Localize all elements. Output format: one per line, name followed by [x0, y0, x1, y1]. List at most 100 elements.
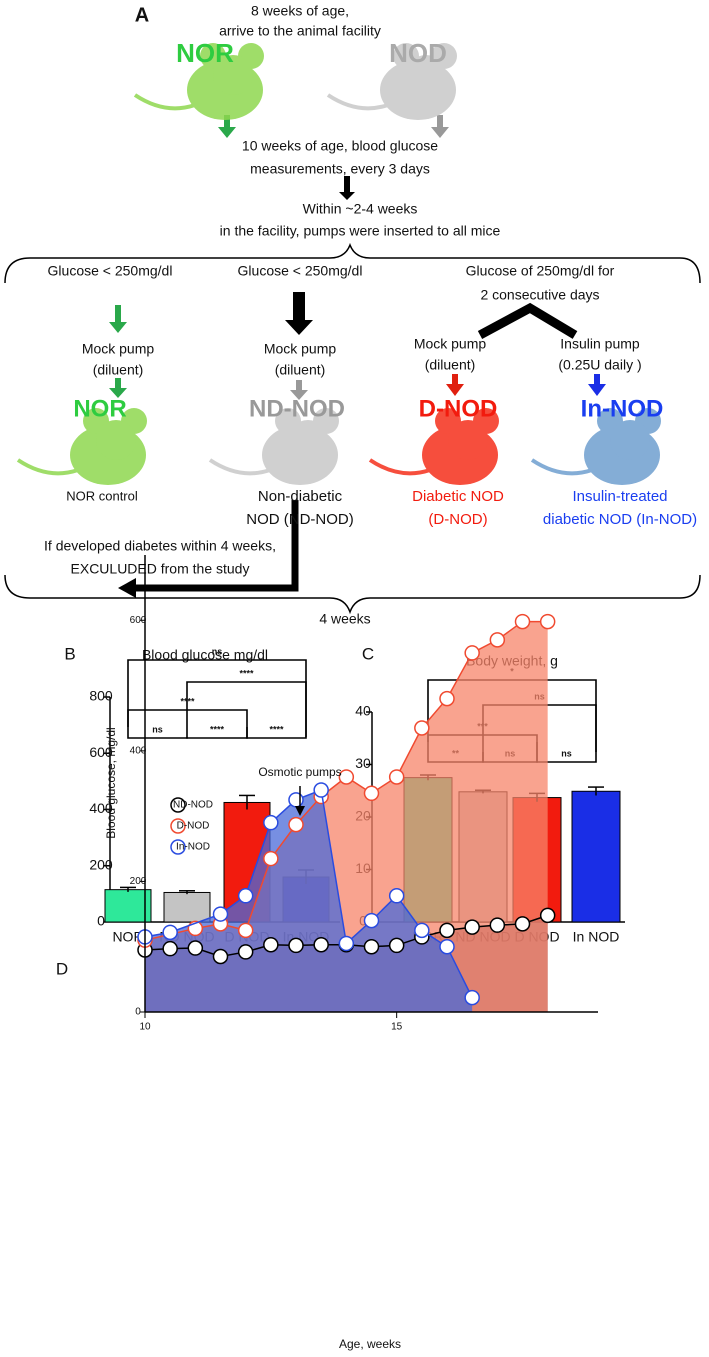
data-point [414, 720, 430, 736]
label: If developed diabetes within 4 weeks, [44, 538, 276, 554]
group-description: NOR control [66, 488, 138, 503]
significance-label: ns [212, 646, 223, 656]
x-axis-title: Age, weeks [339, 1337, 401, 1351]
mouse-head [288, 420, 328, 460]
arrow [218, 115, 236, 138]
pump-type: Mock pump [414, 336, 487, 352]
label: 4 weeks [319, 611, 370, 627]
panel-label: C [362, 644, 374, 663]
group-description: Non-diabetic [258, 488, 343, 505]
legend-marker [170, 818, 186, 834]
y-tick-label: 400 [130, 745, 147, 756]
group-description: NOD (ND-NOD) [246, 511, 353, 528]
data-point [237, 944, 254, 960]
arrow [285, 292, 313, 335]
arrow [109, 305, 127, 333]
legend-label: In-NOD [176, 842, 210, 853]
mouse-tail [133, 93, 196, 111]
y-tick-label: 600 [130, 615, 147, 626]
bar [163, 891, 211, 923]
data-point [363, 785, 380, 802]
exclusion-arrow [130, 500, 299, 592]
mouse-tail [368, 458, 431, 476]
pump-type: Mock pump [264, 341, 337, 357]
data-point [539, 907, 556, 924]
significance-bracket [127, 709, 248, 737]
y-tick-label: 800 [89, 688, 113, 704]
data-point [338, 769, 355, 785]
y-tick-label: 0 [135, 1007, 141, 1018]
mouse-head [448, 420, 488, 460]
data-point [388, 937, 405, 954]
group-description: diabetic NOD (In-NOD) [543, 511, 697, 528]
mouse [368, 408, 499, 485]
data-point [313, 782, 329, 798]
pump-type: (diluent) [425, 357, 476, 373]
data-point [263, 850, 279, 867]
data-point [464, 645, 480, 661]
group-description: (D-NOD) [428, 511, 487, 528]
data-point [464, 919, 480, 935]
data-point [439, 938, 455, 955]
chart-title: Blood glucose mg/dl [142, 647, 268, 663]
mouse-head [610, 420, 650, 460]
annotation: Osmotic pumps [258, 765, 341, 779]
label: EXCULUDED from the study [71, 561, 250, 577]
data-point [414, 922, 430, 939]
label: in the facility, pumps were inserted to … [220, 223, 501, 239]
group-name: ND-NOD [249, 395, 345, 422]
split-arrow [477, 302, 578, 339]
arrow [446, 374, 464, 396]
data-point [162, 940, 178, 957]
x-tick-label: 10 [139, 1022, 151, 1033]
mouse [16, 408, 147, 485]
data-point [388, 769, 405, 785]
arrow [109, 378, 127, 398]
strain: NOD [389, 38, 447, 68]
pump-type: (diluent) [275, 362, 326, 378]
strain: NOR [176, 38, 234, 68]
y-tick-label: 200 [130, 876, 147, 887]
y-tick-label: 0 [97, 913, 105, 929]
series-area [145, 621, 548, 1012]
data-point [187, 940, 204, 956]
arrow [588, 374, 606, 396]
data-point [439, 690, 455, 707]
y-tick-label: 40 [355, 703, 371, 719]
arrow [431, 115, 449, 138]
label: arrive to the animal facility [219, 23, 381, 39]
data-point [288, 816, 304, 833]
mouse [530, 408, 661, 485]
data-point [263, 814, 279, 831]
y-tick-label: 400 [89, 800, 113, 816]
y-tick-label: 200 [89, 856, 113, 872]
criterion: Glucose of 250mg/dl for [466, 263, 615, 279]
label: 8 weeks of age, [251, 3, 349, 19]
arrows [109, 115, 606, 598]
criterion: Glucose < 250mg/dl [48, 263, 173, 279]
data-point [237, 888, 254, 904]
mouse [326, 43, 457, 120]
data-point [237, 922, 254, 939]
mouse-tail [16, 458, 79, 476]
data-point [489, 632, 506, 648]
mouse [208, 408, 339, 485]
data-point [514, 916, 531, 932]
data-point [313, 937, 329, 953]
y-axis-title: Blood glucose, mg/dl [104, 727, 118, 838]
legend-label: ND-NOD [173, 800, 213, 811]
data-point [464, 989, 480, 1006]
x-tick-label: In NOD [573, 929, 620, 945]
legend-marker [170, 839, 186, 855]
significance-label: **** [239, 668, 254, 678]
y-tick-label: 600 [89, 744, 113, 760]
data-point [539, 613, 556, 630]
group-name: NOR [73, 395, 126, 422]
bar [104, 889, 152, 923]
mouse-head [213, 55, 253, 95]
group-name: D-NOD [419, 395, 498, 422]
label: measurements, every 3 days [250, 161, 430, 177]
significance-bracket [246, 727, 307, 739]
